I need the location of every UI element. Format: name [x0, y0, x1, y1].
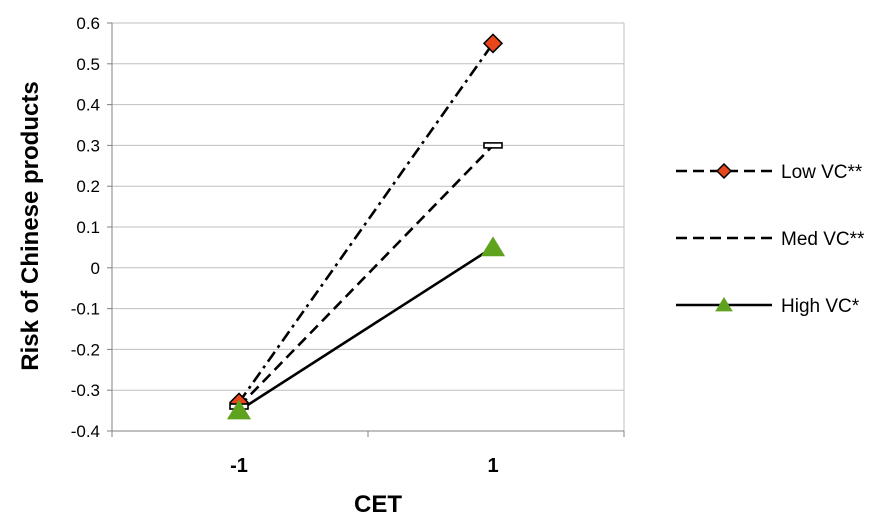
y-tick-label: 0.4 — [76, 96, 100, 115]
y-tick-label: 0 — [91, 259, 100, 278]
y-tick-label: -0.1 — [71, 300, 100, 319]
legend-label-3: High VC* — [781, 296, 860, 317]
x-axis-title: CET — [354, 491, 402, 518]
y-tick-label: 0.1 — [76, 218, 100, 237]
series-lines — [237, 42, 495, 412]
y-tick-label: -0.4 — [71, 422, 100, 441]
legend-label-2: Med VC** — [781, 229, 865, 250]
y-tick-labels: 0.6 0.5 0.4 0.3 0.2 0.1 0 -0.1 -0.2 -0.3 -0.4 — [71, 14, 100, 441]
grid-lines — [112, 22, 624, 432]
y-tick-label: 0.6 — [76, 14, 100, 33]
data-point-series-2 — [483, 142, 503, 149]
legend-label-1: Low VC** — [781, 162, 863, 183]
x-tick-label: 1 — [487, 455, 498, 477]
data-point-series-3 — [226, 399, 252, 420]
legend: Low VC** Med VC** High VC* — [676, 162, 865, 317]
data-point-series-1 — [482, 33, 504, 54]
legend-marker-1 — [715, 162, 733, 180]
legend-marker-3 — [715, 297, 733, 312]
y-tick-label: 0.3 — [76, 136, 100, 155]
y-axis-title: Risk of Chinese products — [17, 81, 44, 370]
series-line-2 — [238, 144, 494, 408]
y-tick-label: 0.5 — [76, 55, 100, 74]
series-line-3 — [238, 246, 494, 412]
data-point-series-3 — [480, 236, 506, 257]
y-tick-label: -0.3 — [71, 381, 100, 400]
y-tick-label: -0.2 — [71, 340, 100, 359]
series-markers — [226, 33, 506, 420]
y-tick-label: 0.2 — [76, 177, 100, 196]
series-line-1 — [237, 42, 495, 404]
x-tick-labels: -1 1 — [230, 455, 498, 477]
axes — [107, 22, 625, 437]
x-tick-label: -1 — [230, 455, 248, 477]
